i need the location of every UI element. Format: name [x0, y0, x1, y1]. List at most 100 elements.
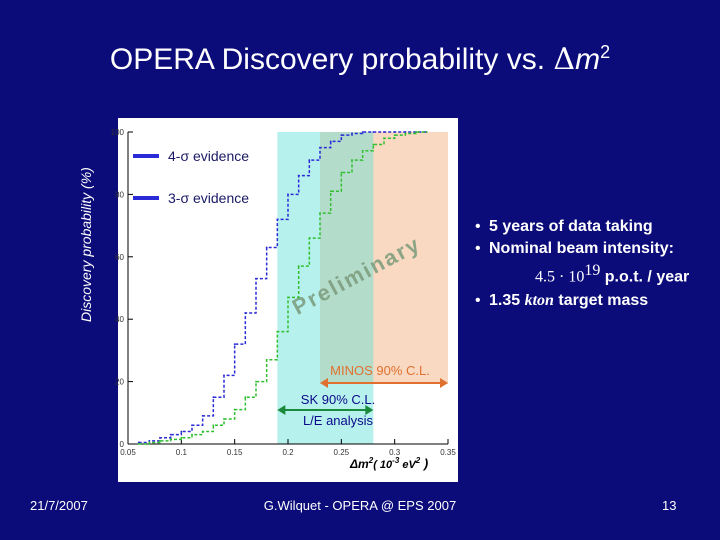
data-point-4sigma [233, 343, 236, 346]
x-axis-label-part: -3 [392, 456, 400, 465]
data-point-3sigma [383, 137, 385, 140]
data-point-3sigma [287, 296, 289, 299]
series-line-3sigma [138, 131, 427, 445]
data-point-3sigma [201, 430, 204, 433]
x-tick-label: 0.05 [120, 448, 136, 457]
minos-label: MINOS 90% C.L. [330, 363, 430, 378]
sk-arrow-head-right [365, 405, 374, 415]
data-point-3sigma [319, 212, 321, 215]
data-point-3sigma [244, 396, 247, 399]
data-point-4sigma [351, 132, 353, 135]
data-point-4sigma [148, 439, 151, 442]
bullet-item-beam: • Nominal beam intensity: [475, 238, 715, 260]
bullet-item-mass: • 1.35 kton target mass [475, 290, 715, 312]
mass-value: 1.35 [489, 292, 525, 309]
data-point-4sigma [393, 131, 396, 133]
data-point-3sigma [425, 131, 428, 133]
sk-label-line1: SK 90% C.L. [301, 392, 375, 407]
data-point-4sigma [361, 131, 364, 133]
y-tick-label: 0 [120, 440, 125, 449]
minos-arrow-head-left [320, 378, 328, 388]
data-point-3sigma [212, 424, 215, 427]
data-point-3sigma [404, 132, 407, 135]
x-tick-label: 0.1 [176, 448, 188, 457]
data-point-4sigma [265, 246, 268, 249]
data-point-4sigma [287, 193, 289, 196]
bullet-text: Nominal beam intensity: [489, 240, 674, 257]
pot-line: 4.5 · 1019 p.o.t. / year [475, 260, 715, 290]
data-point-3sigma [393, 134, 396, 137]
data-point-4sigma [383, 131, 385, 133]
data-point-3sigma [265, 358, 268, 361]
footer-date: 21/7/2007 [30, 498, 88, 513]
data-point-4sigma [191, 424, 193, 427]
data-point-3sigma [340, 171, 343, 174]
data-point-3sigma [308, 237, 311, 239]
x-axis-label-part: eV [399, 459, 417, 471]
bullet-dot: • [475, 292, 481, 309]
mass-unit: kton [524, 292, 554, 309]
title-delta: Δ [553, 42, 576, 77]
x-tick-label: 0.2 [282, 448, 294, 457]
x-tick-label: 0.25 [334, 448, 350, 457]
pot-text: p.o.t. / year [600, 268, 690, 286]
x-axis-label-part: 2 [415, 456, 421, 465]
x-axis-label-part: 2 [368, 456, 374, 465]
data-point-3sigma [191, 433, 193, 436]
data-point-3sigma [180, 436, 183, 439]
data-point-3sigma [372, 143, 375, 146]
slide-title: OPERA Discovery probability vs. Δm2 [0, 42, 720, 77]
data-point-3sigma [361, 149, 364, 152]
pot-formula: 4.5 · 10 [535, 268, 585, 286]
data-point-3sigma [223, 418, 225, 420]
x-tick-label: 0.35 [440, 448, 456, 457]
title-text: OPERA Discovery probability vs. [109, 43, 554, 76]
x-axis-label-part: ) [420, 456, 428, 471]
x-tick-label: 0.15 [227, 448, 243, 457]
data-point-4sigma [308, 159, 311, 161]
sk-band [277, 132, 374, 444]
data-point-3sigma [233, 408, 236, 411]
data-point-4sigma [297, 174, 300, 177]
data-point-3sigma [137, 443, 140, 445]
data-point-4sigma [244, 312, 247, 314]
x-axis-label-part: Δm [349, 457, 369, 471]
y-tick-label: 20 [115, 378, 124, 387]
data-point-4sigma [169, 433, 172, 436]
legend-label: 4-σ evidence [168, 148, 249, 164]
bullet-item-data-taking: • 5 years of data taking [475, 216, 715, 238]
data-point-3sigma [329, 190, 332, 193]
x-axis-label-part: ( 10 [373, 459, 393, 471]
title-m: m [575, 43, 601, 76]
legend-swatch [133, 196, 159, 200]
y-tick-label: 60 [115, 253, 124, 262]
data-point-3sigma [351, 159, 353, 161]
footer-center: G.Wilquet - OPERA @ EPS 2007 [263, 498, 457, 513]
y-tick-label: 40 [115, 315, 124, 324]
data-point-3sigma [159, 439, 161, 442]
data-point-4sigma [212, 396, 215, 399]
x-axis-label: Δm2( 10-3 eV2 ) [349, 456, 428, 471]
mass-text: target mass [553, 292, 649, 309]
minos-arrow-head-right [440, 378, 448, 388]
data-point-3sigma [148, 441, 151, 444]
y-tick-label: 80 [115, 190, 124, 199]
data-point-4sigma [329, 140, 332, 143]
data-point-3sigma [255, 380, 257, 383]
y-tick-label: 100 [111, 128, 125, 137]
data-point-4sigma [276, 218, 279, 221]
data-point-4sigma [372, 131, 375, 133]
legend-swatch [133, 154, 159, 158]
data-point-3sigma [276, 330, 279, 333]
data-point-4sigma [159, 436, 161, 439]
sk-arrow-head-left [277, 405, 286, 415]
data-point-3sigma [297, 265, 300, 268]
bullet-dot: • [475, 218, 481, 235]
title-sup: 2 [600, 42, 611, 62]
data-point-3sigma [415, 131, 417, 133]
bullet-dot: • [475, 240, 481, 257]
data-point-4sigma [137, 441, 140, 444]
data-point-4sigma [180, 430, 183, 433]
data-point-3sigma [169, 438, 172, 441]
